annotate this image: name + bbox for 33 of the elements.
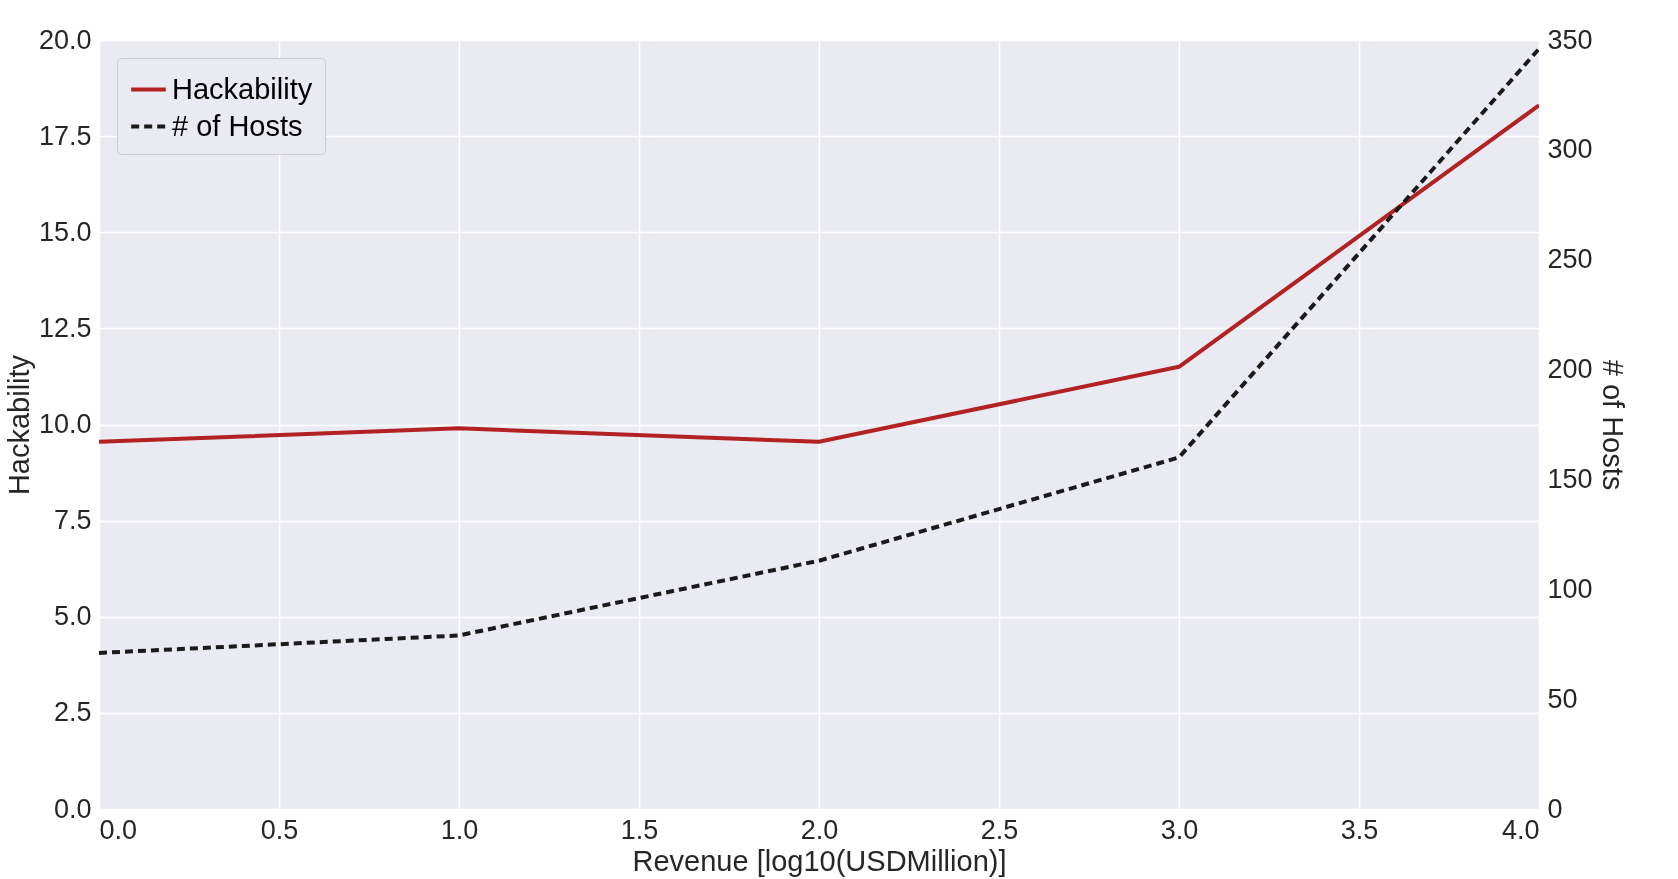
y2-tick-label: 250 xyxy=(1547,244,1593,275)
legend-label: # of Hosts xyxy=(172,109,303,142)
y2-tick-label: 350 xyxy=(1547,24,1593,55)
y2-tick-label: 150 xyxy=(1547,463,1593,494)
x-tick-label: 4.0 xyxy=(1501,814,1540,845)
line-series xyxy=(99,46,1539,655)
y-tick-label: 20.0 xyxy=(38,24,92,55)
legend-label: Hackability xyxy=(172,72,313,105)
y2-tick-label: 0 xyxy=(1547,793,1563,824)
y-tick-label: 2.5 xyxy=(53,697,92,728)
x-tick-label: 0.0 xyxy=(99,814,138,845)
x-tick-label: 3.5 xyxy=(1340,814,1379,845)
x-tick-label: 0.5 xyxy=(260,814,299,845)
y-tick-label: 17.5 xyxy=(38,120,92,151)
y2-tick-label: 100 xyxy=(1547,573,1593,604)
y-tick-label: 12.5 xyxy=(38,312,92,343)
x-axis-title: Revenue [log10(USDMillion)] xyxy=(632,844,1007,877)
y-tick-label: 7.5 xyxy=(53,505,92,536)
line-series xyxy=(99,103,1539,444)
y2-tick-label: 200 xyxy=(1547,354,1593,385)
y2-tick-label: 50 xyxy=(1547,683,1578,714)
x-tick-label: 1.0 xyxy=(440,814,479,845)
x-tick-label: 1.5 xyxy=(620,814,659,845)
y-tick-label: 10.0 xyxy=(38,409,92,439)
x-tick-label: 2.5 xyxy=(980,814,1019,845)
y-tick-label: 0.0 xyxy=(53,793,92,824)
y-axis-title: Hackability xyxy=(2,354,35,496)
y-tick-label: 5.0 xyxy=(53,601,92,632)
x-tick-label: 2.0 xyxy=(800,814,839,845)
x-tick-label: 3.0 xyxy=(1160,814,1199,845)
y-tick-label: 15.0 xyxy=(38,216,92,247)
y2-tick-label: 300 xyxy=(1547,134,1593,165)
y2-axis-title: # of Hosts xyxy=(1596,359,1629,491)
